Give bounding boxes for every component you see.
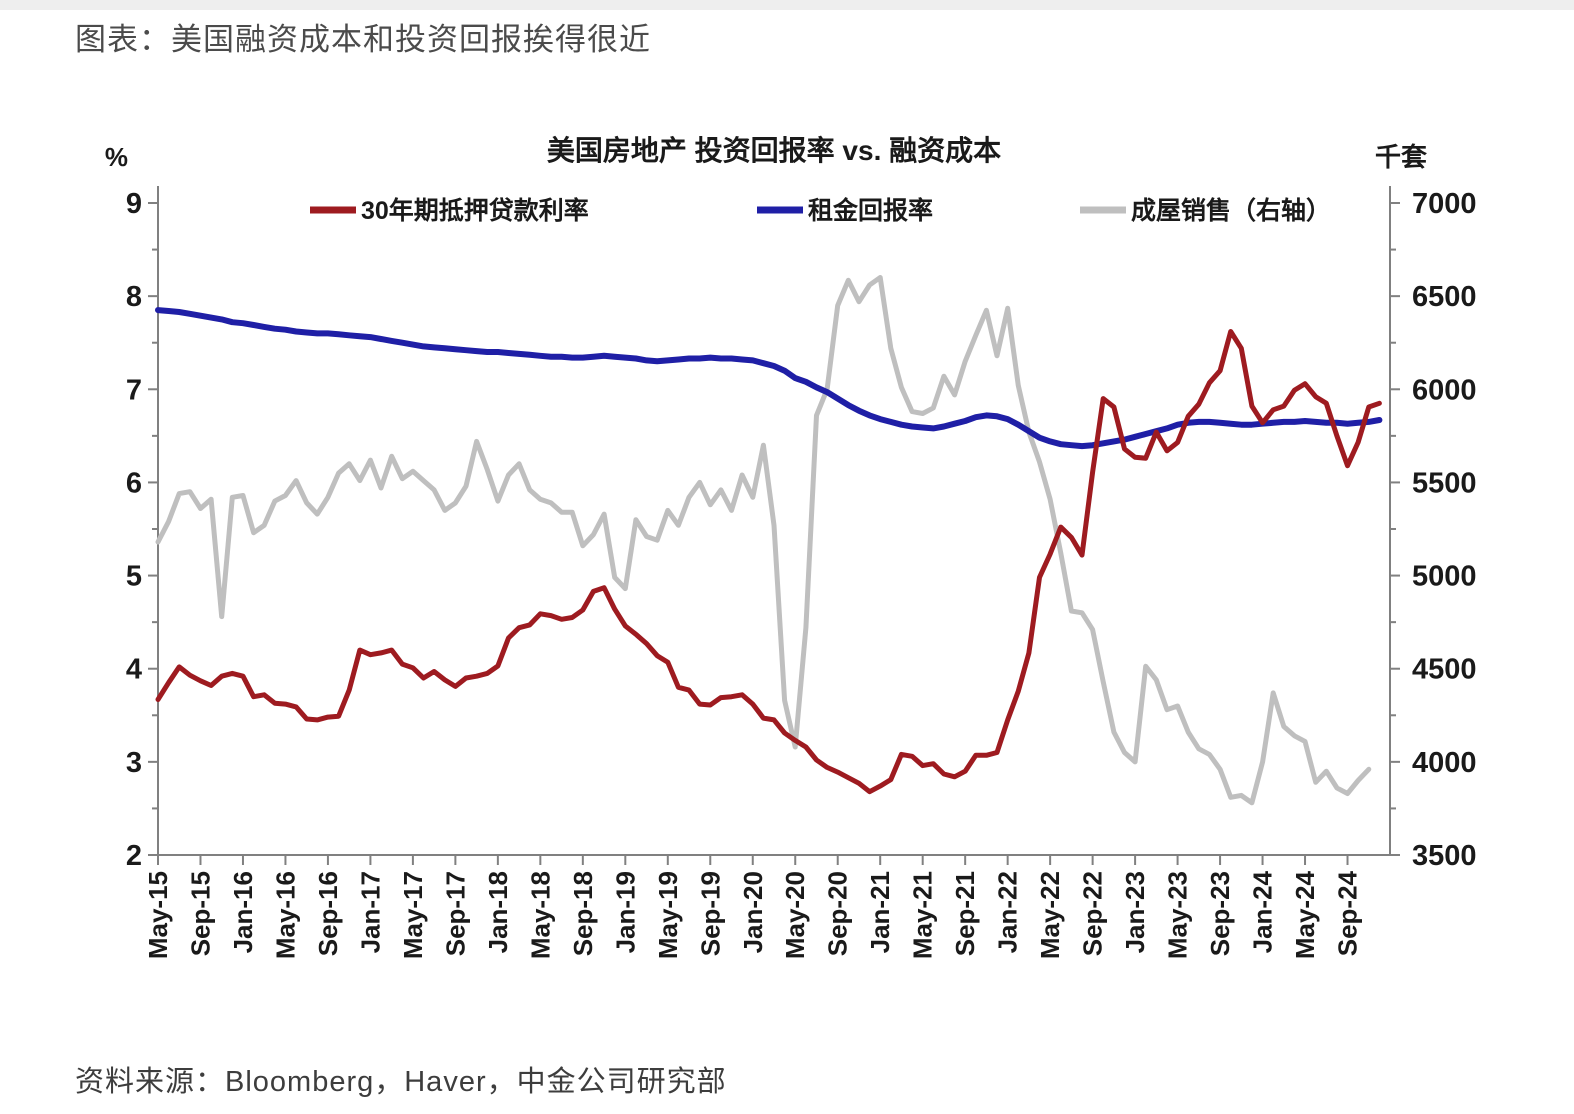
x-tick-label: Sep-22 [1078,871,1108,956]
x-tick-label: Jan-16 [228,871,258,953]
x-tick-label: Sep-24 [1333,870,1363,956]
series-mortgage-rate-line [155,329,1382,795]
x-tick-label: May-21 [908,871,938,959]
left-axis-unit-label: % [105,142,128,172]
x-tick-label: May-15 [143,871,173,959]
x-tick-label: May-18 [525,871,555,959]
x-tick-label: Jan-18 [483,871,513,953]
left-tick-label: 4 [126,654,142,686]
left-tick-label: 6 [126,467,142,499]
x-tick-label: Jan-24 [1248,870,1278,953]
x-tick-label: Jan-20 [738,871,768,953]
axes [148,186,1400,865]
right-tick-label: 4500 [1412,654,1477,686]
x-tick-label: Sep-15 [185,871,215,956]
x-tick-label: Jan-17 [355,871,385,953]
chart-figure: 美国房地产 投资回报率 vs. 融资成本% 千套 30年期抵押贷款利率 租金回报率 成屋… [80,118,1480,1018]
x-tick-label: May-17 [398,871,428,959]
right-tick-label: 5000 [1412,561,1477,593]
source-note: 资料来源：Bloomberg，Haver，中金公司研究部 [75,1066,727,1098]
x-tick-label: Jan-21 [865,871,895,953]
x-tick-label: May-24 [1290,870,1320,959]
x-tick-label: May-20 [780,871,810,959]
left-tick-label: 8 [126,281,142,313]
x-tick-label: Jan-23 [1120,871,1150,953]
legend-label-0: 30年期抵押贷款利率 [361,196,589,225]
x-tick-label: May-19 [653,871,683,959]
right-tick-label: 6500 [1412,281,1477,313]
series-home-sales-line [155,275,1372,806]
left-tick-label: 7 [126,374,142,406]
x-tick-label: Jan-22 [993,871,1023,953]
chart-legend: 30年期抵押贷款利率 租金回报率 成屋销售（右轴） [310,196,1331,225]
right-tick-label: 7000 [1412,188,1477,220]
x-tick-label: Sep-18 [568,871,598,956]
line-chart: 美国房地产 投资回报率 vs. 融资成本% 千套 30年期抵押贷款利率 租金回报率 成屋… [105,134,1477,959]
x-tick-label: May-23 [1163,871,1193,959]
left-tick-label: 3 [126,747,142,779]
right-tick-label: 6000 [1412,374,1477,406]
x-axis-labels: May-15 Sep-15 Jan-16 May-16 Sep-16 Jan-17 May-… [143,870,1363,959]
left-tick-label: 5 [126,561,142,593]
legend-label-1: 租金回报率 [808,196,933,225]
left-tick-label: 9 [126,188,142,220]
x-tick-label: Sep-20 [823,871,853,956]
right-tick-label: 5500 [1412,467,1477,499]
x-tick-label: Sep-19 [695,871,725,956]
right-tick-label: 3500 [1412,840,1477,872]
chart-title: 美国房地产 投资回报率 vs. 融资成本 [547,134,1001,166]
top-strip [0,0,1574,10]
right-tick-label: 4000 [1412,747,1477,779]
legend-label-2: 成屋销售（右轴） [1131,196,1331,225]
legend-item-2: 成屋销售（右轴） [1080,196,1331,225]
x-tick-label: Sep-16 [313,871,343,956]
x-tick-label: Jan-19 [610,871,640,953]
x-tick-label: Sep-17 [440,871,470,956]
legend-item-0: 30年期抵押贷款利率 [310,196,589,225]
x-tick-label: Sep-21 [950,871,980,956]
x-tick-label: Sep-23 [1205,871,1235,956]
right-axis-unit-label: 千套 [1375,142,1428,172]
x-tick-label: May-16 [270,871,300,959]
x-tick-label: May-22 [1035,871,1065,959]
series-rental-yield-line [155,307,1383,450]
page-title: 图表：美国融资成本和投资回报挨得很近 [75,22,651,57]
legend-item-1: 租金回报率 [757,196,933,225]
left-tick-label: 2 [126,840,142,872]
